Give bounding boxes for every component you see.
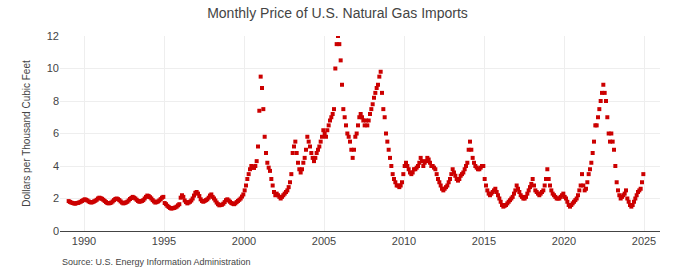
svg-text:10: 10 xyxy=(47,62,59,74)
svg-text:2005: 2005 xyxy=(312,235,336,247)
svg-text:2010: 2010 xyxy=(392,235,416,247)
svg-text:Dollars per Thousand Cubic Fee: Dollars per Thousand Cubic Feet xyxy=(21,60,32,207)
svg-text:2: 2 xyxy=(53,192,59,204)
svg-text:Monthly Price of U.S. Natural: Monthly Price of U.S. Natural Gas Import… xyxy=(207,5,468,21)
svg-text:12: 12 xyxy=(47,30,59,42)
svg-text:2015: 2015 xyxy=(472,235,496,247)
svg-text:2025: 2025 xyxy=(632,235,656,247)
svg-text:Source: U.S. Energy Informatio: Source: U.S. Energy Information Administ… xyxy=(62,257,251,267)
svg-text:0: 0 xyxy=(53,225,59,237)
svg-text:8: 8 xyxy=(53,95,59,107)
svg-text:1990: 1990 xyxy=(72,235,96,247)
svg-text:6: 6 xyxy=(53,127,59,139)
svg-text:1995: 1995 xyxy=(152,235,176,247)
svg-text:2000: 2000 xyxy=(232,235,256,247)
svg-text:4: 4 xyxy=(53,160,59,172)
svg-text:2020: 2020 xyxy=(552,235,576,247)
